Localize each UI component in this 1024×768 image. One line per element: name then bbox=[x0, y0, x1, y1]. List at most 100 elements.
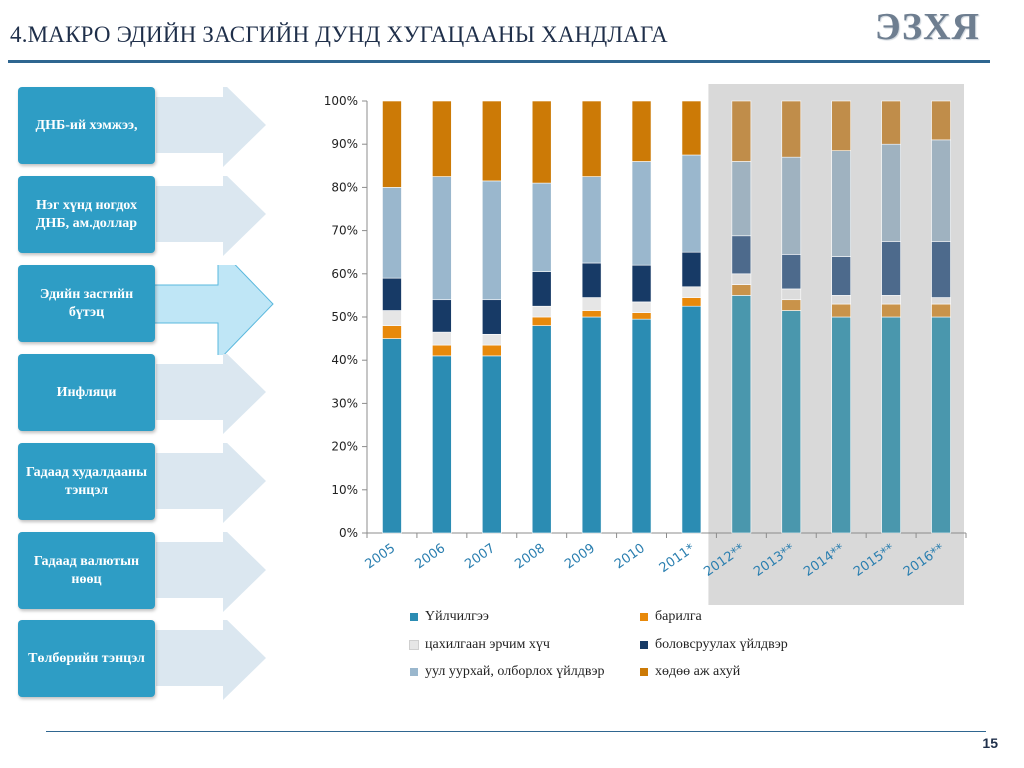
bar-segment-2 bbox=[631, 312, 652, 320]
page-title: 4.МАКРО ЭДИЙН ЗАСГИЙН ДУНД ХУГАЦААНЫ ХАН… bbox=[10, 22, 668, 47]
y-tick-label: 70% bbox=[331, 224, 358, 238]
bar-segment-1 bbox=[731, 295, 752, 534]
legend-label: цахилгаан эрчим хүч bbox=[425, 637, 550, 652]
y-tick-label: 30% bbox=[331, 396, 358, 410]
y-tick-label: 100% bbox=[324, 94, 358, 108]
legend-label: Үйлчилгээ bbox=[425, 609, 489, 624]
x-tick-label: 2007 bbox=[462, 541, 498, 572]
y-tick-label: 20% bbox=[331, 440, 358, 454]
bar-segment-4 bbox=[781, 254, 802, 290]
nav-item-2[interactable]: Нэг хүнд ногдох ДНБ, ам.доллар bbox=[18, 176, 308, 256]
bar-segment-6 bbox=[581, 100, 602, 177]
nav-button[interactable]: Гадаад худалдааны тэнцэл bbox=[18, 443, 155, 520]
nav-label: Нэг хүнд ногдох ДНБ, ам.доллар bbox=[35, 197, 138, 231]
nav-arrow bbox=[156, 87, 266, 167]
bar-segment-2 bbox=[531, 316, 552, 326]
bar-segment-5 bbox=[581, 176, 602, 264]
nav-arrow bbox=[156, 354, 266, 434]
bar-segment-1 bbox=[781, 310, 802, 534]
bar-segment-1 bbox=[531, 325, 552, 534]
bar-segment-6 bbox=[681, 100, 702, 156]
bar-segment-1 bbox=[432, 355, 452, 534]
legend-label: уул уурхай, олборлох үйлдвэр bbox=[425, 664, 605, 679]
bar-segment-3 bbox=[881, 295, 901, 305]
nav-item-4[interactable]: Инфляци bbox=[18, 354, 308, 434]
bar-segment-6 bbox=[481, 100, 502, 182]
bar-segment-5 bbox=[731, 161, 752, 237]
bar-segment-1 bbox=[931, 316, 951, 534]
bar-segment-3 bbox=[681, 286, 702, 298]
bar-segment-4 bbox=[481, 299, 502, 335]
bar-segment-4 bbox=[931, 241, 951, 298]
legend-swatch bbox=[409, 640, 419, 650]
page-number: 15 bbox=[982, 735, 998, 751]
bar-segment-1 bbox=[481, 355, 502, 534]
y-tick-label: 80% bbox=[331, 180, 358, 194]
nav-item-6[interactable]: Гадаад валютын нөөц bbox=[18, 532, 308, 612]
nav-arrow bbox=[156, 532, 266, 612]
bar-segment-1 bbox=[581, 316, 602, 534]
nav-label: Инфляци bbox=[56, 384, 117, 400]
bar-segment-4 bbox=[382, 277, 402, 311]
nav-item-5[interactable]: Гадаад худалдааны тэнцэл bbox=[18, 443, 308, 523]
bar-segment-2 bbox=[382, 325, 402, 339]
bar-segment-3 bbox=[631, 301, 652, 313]
bar-segment-5 bbox=[432, 176, 452, 301]
legend-swatch bbox=[640, 668, 648, 676]
bar-segment-3 bbox=[731, 273, 752, 285]
x-tick-label: 2010 bbox=[612, 541, 648, 572]
bar-segment-4 bbox=[631, 264, 652, 303]
bar-segment-5 bbox=[631, 161, 652, 266]
y-tick-label: 60% bbox=[331, 267, 358, 281]
bar-segment-6 bbox=[831, 100, 852, 151]
bar-segment-4 bbox=[831, 256, 852, 296]
nav-arrow bbox=[156, 620, 266, 700]
nav-label: ДНБ-ий хэмжээ, bbox=[35, 117, 138, 133]
bar-segment-3 bbox=[831, 295, 852, 305]
bar-segment-6 bbox=[382, 100, 402, 188]
legend-label: боловсруулах үйлдвэр bbox=[655, 637, 788, 652]
nav-button[interactable]: Нэг хүнд ногдох ДНБ, ам.доллар bbox=[18, 176, 155, 253]
x-tick-label: 2011* bbox=[657, 541, 698, 576]
bar-segment-5 bbox=[881, 143, 901, 242]
bar-segment-2 bbox=[731, 284, 752, 296]
header-divider bbox=[8, 60, 990, 63]
bar-segment-5 bbox=[681, 154, 702, 253]
sidebar-nav: ДНБ-ий хэмжээ, Нэг хүнд ногдох ДНБ, ам.до… bbox=[0, 0, 290, 730]
nav-item-7[interactable]: Төлбөрийн тэнцэл bbox=[18, 620, 308, 700]
bar-segment-5 bbox=[481, 180, 502, 301]
x-tick-label: 2008 bbox=[512, 541, 548, 572]
bar-segment-3 bbox=[382, 310, 402, 326]
nav-button[interactable]: Гадаад валютын нөөц bbox=[18, 532, 155, 609]
nav-label: Гадаад валютын нөөц bbox=[33, 553, 140, 587]
bar-segment-2 bbox=[831, 303, 852, 318]
bar-segment-2 bbox=[931, 303, 951, 318]
bar-segment-6 bbox=[881, 100, 901, 145]
bar-segment-5 bbox=[531, 182, 552, 272]
bar-segment-3 bbox=[931, 297, 951, 305]
legend-label: хөдөө аж ахуй bbox=[655, 664, 741, 679]
logo: ЭЗХЯ bbox=[874, 6, 980, 48]
bar-segment-4 bbox=[531, 271, 552, 307]
bar-segment-6 bbox=[781, 100, 802, 158]
x-tick-label: 2006 bbox=[412, 541, 448, 572]
nav-button[interactable]: Инфляци bbox=[18, 354, 155, 431]
bar-segment-5 bbox=[781, 156, 802, 255]
nav-item-1[interactable]: ДНБ-ий хэмжээ, bbox=[18, 87, 308, 167]
bar-segment-1 bbox=[631, 318, 652, 534]
y-tick-label: 10% bbox=[331, 483, 358, 497]
y-tick-label: 90% bbox=[331, 137, 358, 151]
nav-item-3[interactable]: Эдийн засгийн бүтэц bbox=[18, 265, 308, 355]
legend-swatch bbox=[640, 641, 648, 649]
bar-segment-6 bbox=[631, 100, 652, 162]
x-tick-label: 2005 bbox=[363, 541, 399, 572]
legend-swatch bbox=[640, 613, 648, 621]
nav-button[interactable]: Төлбөрийн тэнцэл bbox=[18, 620, 155, 697]
bar-segment-6 bbox=[531, 100, 552, 184]
legend-swatch bbox=[410, 613, 418, 621]
nav-button[interactable]: ДНБ-ий хэмжээ, bbox=[18, 87, 155, 164]
bar-segment-5 bbox=[831, 150, 852, 257]
bar-segment-6 bbox=[432, 100, 452, 177]
nav-button[interactable]: Эдийн засгийн бүтэц bbox=[18, 265, 155, 342]
bar-segment-6 bbox=[931, 100, 951, 141]
